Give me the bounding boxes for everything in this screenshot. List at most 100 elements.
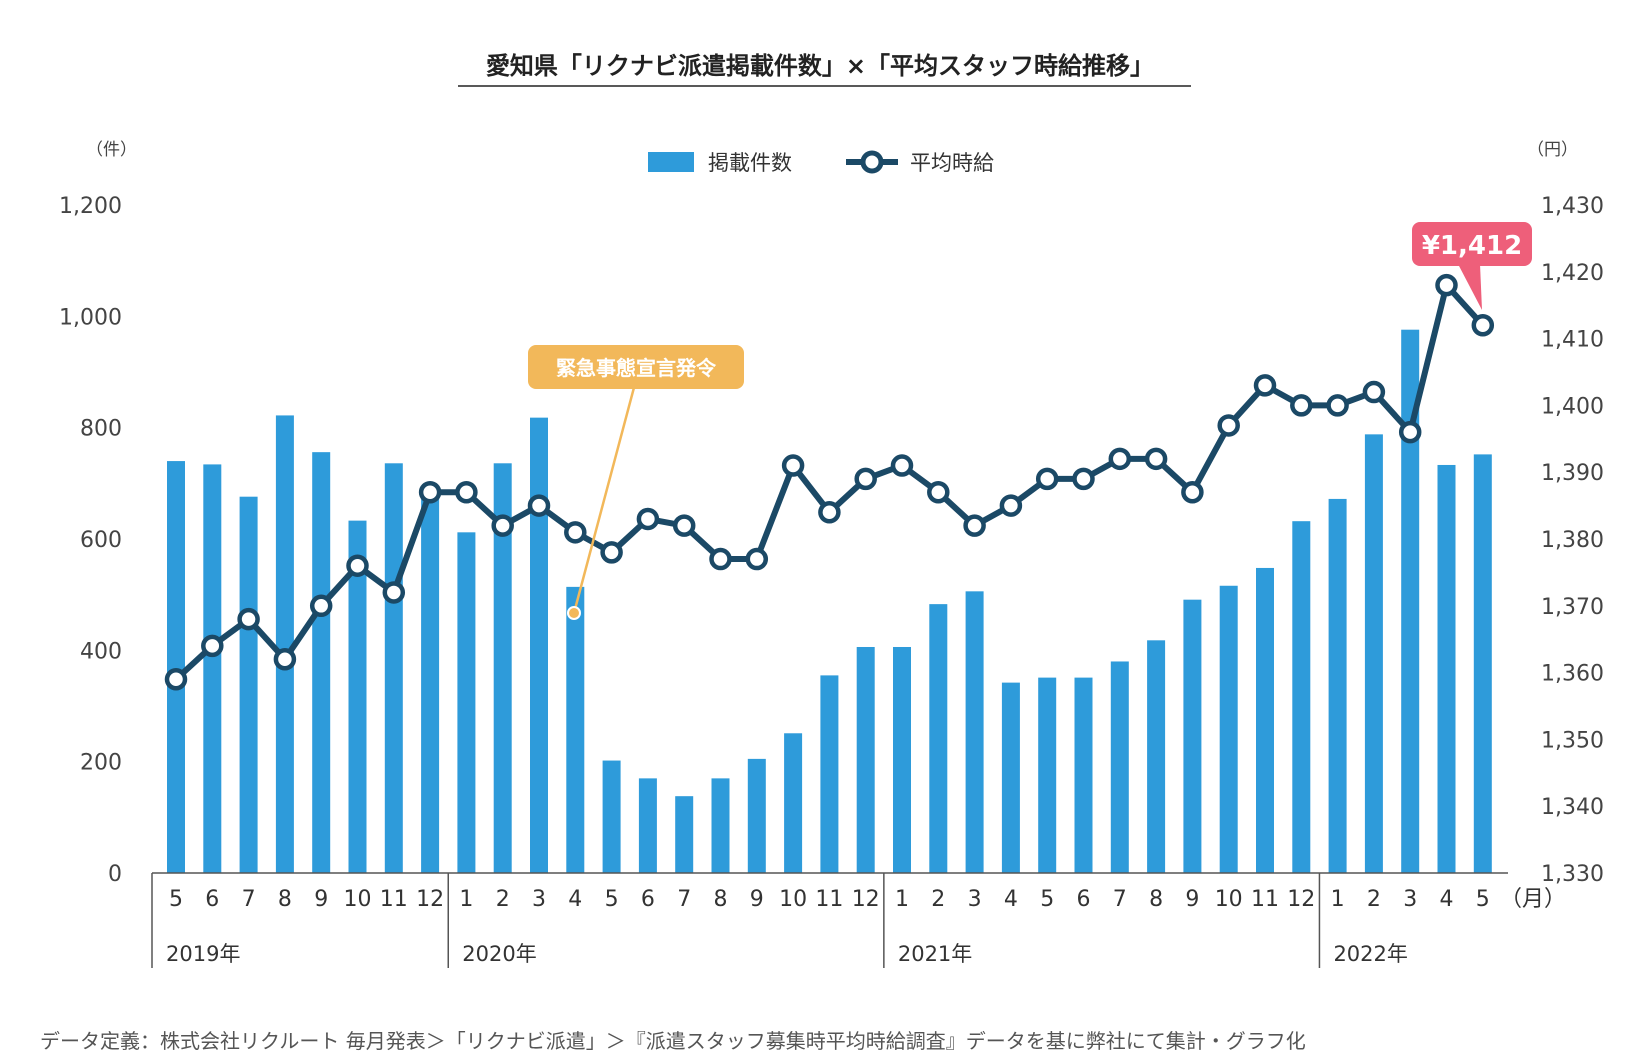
right-tick-label: 1,370 [1541,595,1604,620]
line-point [672,514,696,537]
bar [1183,599,1202,873]
bar [602,760,621,873]
month-label: 7 [677,887,691,912]
line-point [1035,467,1059,491]
month-label: 9 [1185,887,1199,912]
month-label: 6 [1077,887,1091,912]
month-label: 10 [779,887,807,912]
left-tick-label: 1,200 [59,194,122,219]
bar [384,463,403,873]
right-tick-label: 1,410 [1541,328,1604,353]
month-label: 11 [1251,887,1279,912]
bar [1256,567,1274,873]
year-labels: 2019年 2020年 2021年 2022年 [166,942,1408,966]
bar [1437,464,1456,873]
line-point [636,507,660,531]
line-point [201,634,224,658]
left-tick-label: 1,000 [59,305,122,330]
bar [711,778,730,873]
legend-line-marker [860,150,884,174]
line-point [1362,380,1386,404]
emergency-dot [567,606,581,620]
month-label: 6 [641,887,655,912]
line-point [1471,313,1495,337]
month-label: 6 [205,887,219,912]
line-point [818,501,841,524]
line-point [527,494,551,517]
line-point [418,480,442,504]
line-point [491,514,514,537]
month-label: 8 [1149,887,1163,912]
footnote: データ定義：株式会社リクルート 毎月発表＞「リクナビ派遣」＞『派遣スタッフ募集時… [40,1029,1306,1053]
bar [1038,677,1057,873]
month-label: 1 [895,887,909,912]
month-label: 10 [344,887,372,912]
bar [784,733,803,873]
price-label-pointer [1458,264,1482,310]
right-tick-label: 1,400 [1541,394,1604,419]
month-label: 2 [496,887,510,912]
bar [275,415,294,873]
line-point [1108,447,1132,471]
line-point [1217,414,1240,437]
bar [312,452,331,873]
left-tick-label: 400 [80,639,122,664]
line-point [237,607,260,631]
emergency-leader-line [572,379,638,614]
line-point [745,547,769,571]
bar [348,520,367,873]
line-point [963,514,986,537]
line-point [1290,394,1313,417]
bar [1292,521,1311,873]
month-label: 7 [242,887,256,912]
right-axis-ticks: 1,330 1,340 1,350 1,360 1,370 1,380 1,390 1,400… [1541,194,1604,887]
bar-series [167,329,1492,873]
emergency-label: 緊急事態宣言発令 [556,356,717,380]
bar [530,417,548,873]
month-label: 10 [1215,887,1243,912]
line-point [709,547,732,571]
month-label: 2 [1367,887,1381,912]
month-label: 11 [815,887,843,912]
legend: 掲載件数 平均時給 [648,150,994,175]
month-label: 5 [605,887,619,912]
bar [638,778,657,873]
line-point [273,647,297,671]
year-label: 2022年 [1333,942,1407,966]
emergency-label-box [528,345,744,389]
left-tick-label: 200 [80,751,122,776]
left-axis-unit: （件） [86,140,137,160]
month-label: 9 [314,887,328,912]
line-point [1326,394,1349,417]
line-point [1072,467,1095,491]
bar [167,461,185,873]
month-label: 9 [750,887,764,912]
month-label: 5 [169,887,183,912]
price-callout: ¥1,412 [1412,222,1532,310]
month-label: 3 [532,887,546,912]
year-label: 2020年 [462,942,536,966]
bar [1147,640,1166,873]
left-tick-label: 800 [80,417,122,442]
bar [965,591,984,873]
line-point [164,668,188,691]
line-point [927,480,950,504]
legend-bar-label: 掲載件数 [708,151,792,175]
bar [203,464,222,873]
bar [820,675,839,873]
line-point [346,554,369,577]
month-label: 4 [568,887,582,912]
right-axis-unit: （円） [1527,140,1578,160]
line-point [999,494,1023,517]
left-tick-label: 600 [80,528,122,553]
month-label: 4 [1440,887,1454,912]
month-label: 11 [380,887,408,912]
right-tick-label: 1,390 [1541,461,1604,486]
line-point [382,581,406,604]
bar [675,796,694,873]
month-label: 8 [714,887,728,912]
month-label: 1 [459,887,473,912]
line-point [854,467,877,491]
price-label: ¥1,412 [1422,231,1522,261]
